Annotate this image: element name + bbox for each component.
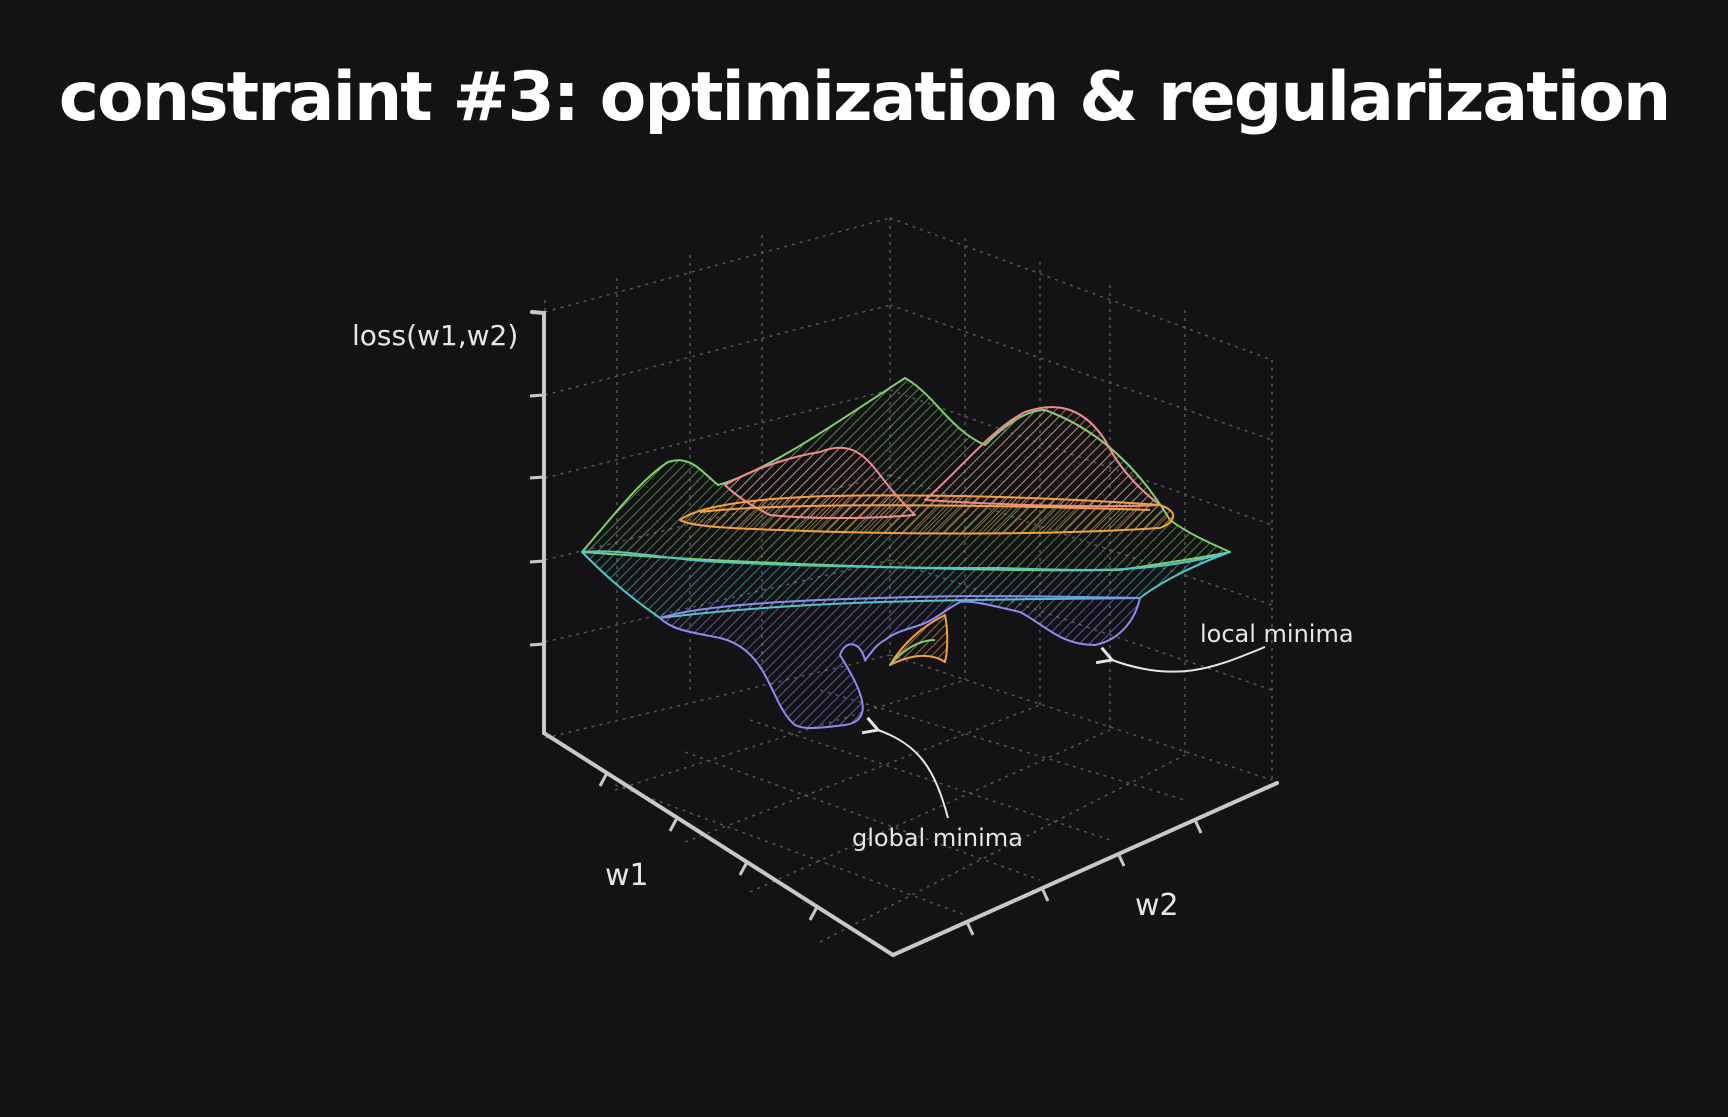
- annotation-local: local minima: [1095, 620, 1354, 673]
- global-minima-arrow: [861, 716, 949, 819]
- local-minima-label: local minima: [1200, 620, 1354, 648]
- axis-ticks: [529, 393, 1203, 936]
- axes: [530, 310, 1279, 957]
- surface-blue-band: [659, 595, 1141, 729]
- z-axis-label: loss(w1,w2): [352, 319, 518, 352]
- surface-orange-ring: [679, 494, 1175, 535]
- y-axis: [891, 781, 1279, 957]
- slide-title: constraint #3: optimization & regulariza…: [58, 58, 1672, 137]
- loss-surface: [581, 377, 1231, 729]
- x-axis: [542, 731, 895, 957]
- z-axis: [530, 310, 546, 735]
- surface-green-band: [581, 377, 1231, 572]
- y-axis-label: w2: [1135, 888, 1179, 923]
- local-minima-arrow: [1095, 646, 1266, 673]
- global-minima-label: global minima: [852, 824, 1023, 852]
- x-axis-label: w1: [605, 858, 649, 893]
- annotation-global: global minima: [852, 716, 1023, 852]
